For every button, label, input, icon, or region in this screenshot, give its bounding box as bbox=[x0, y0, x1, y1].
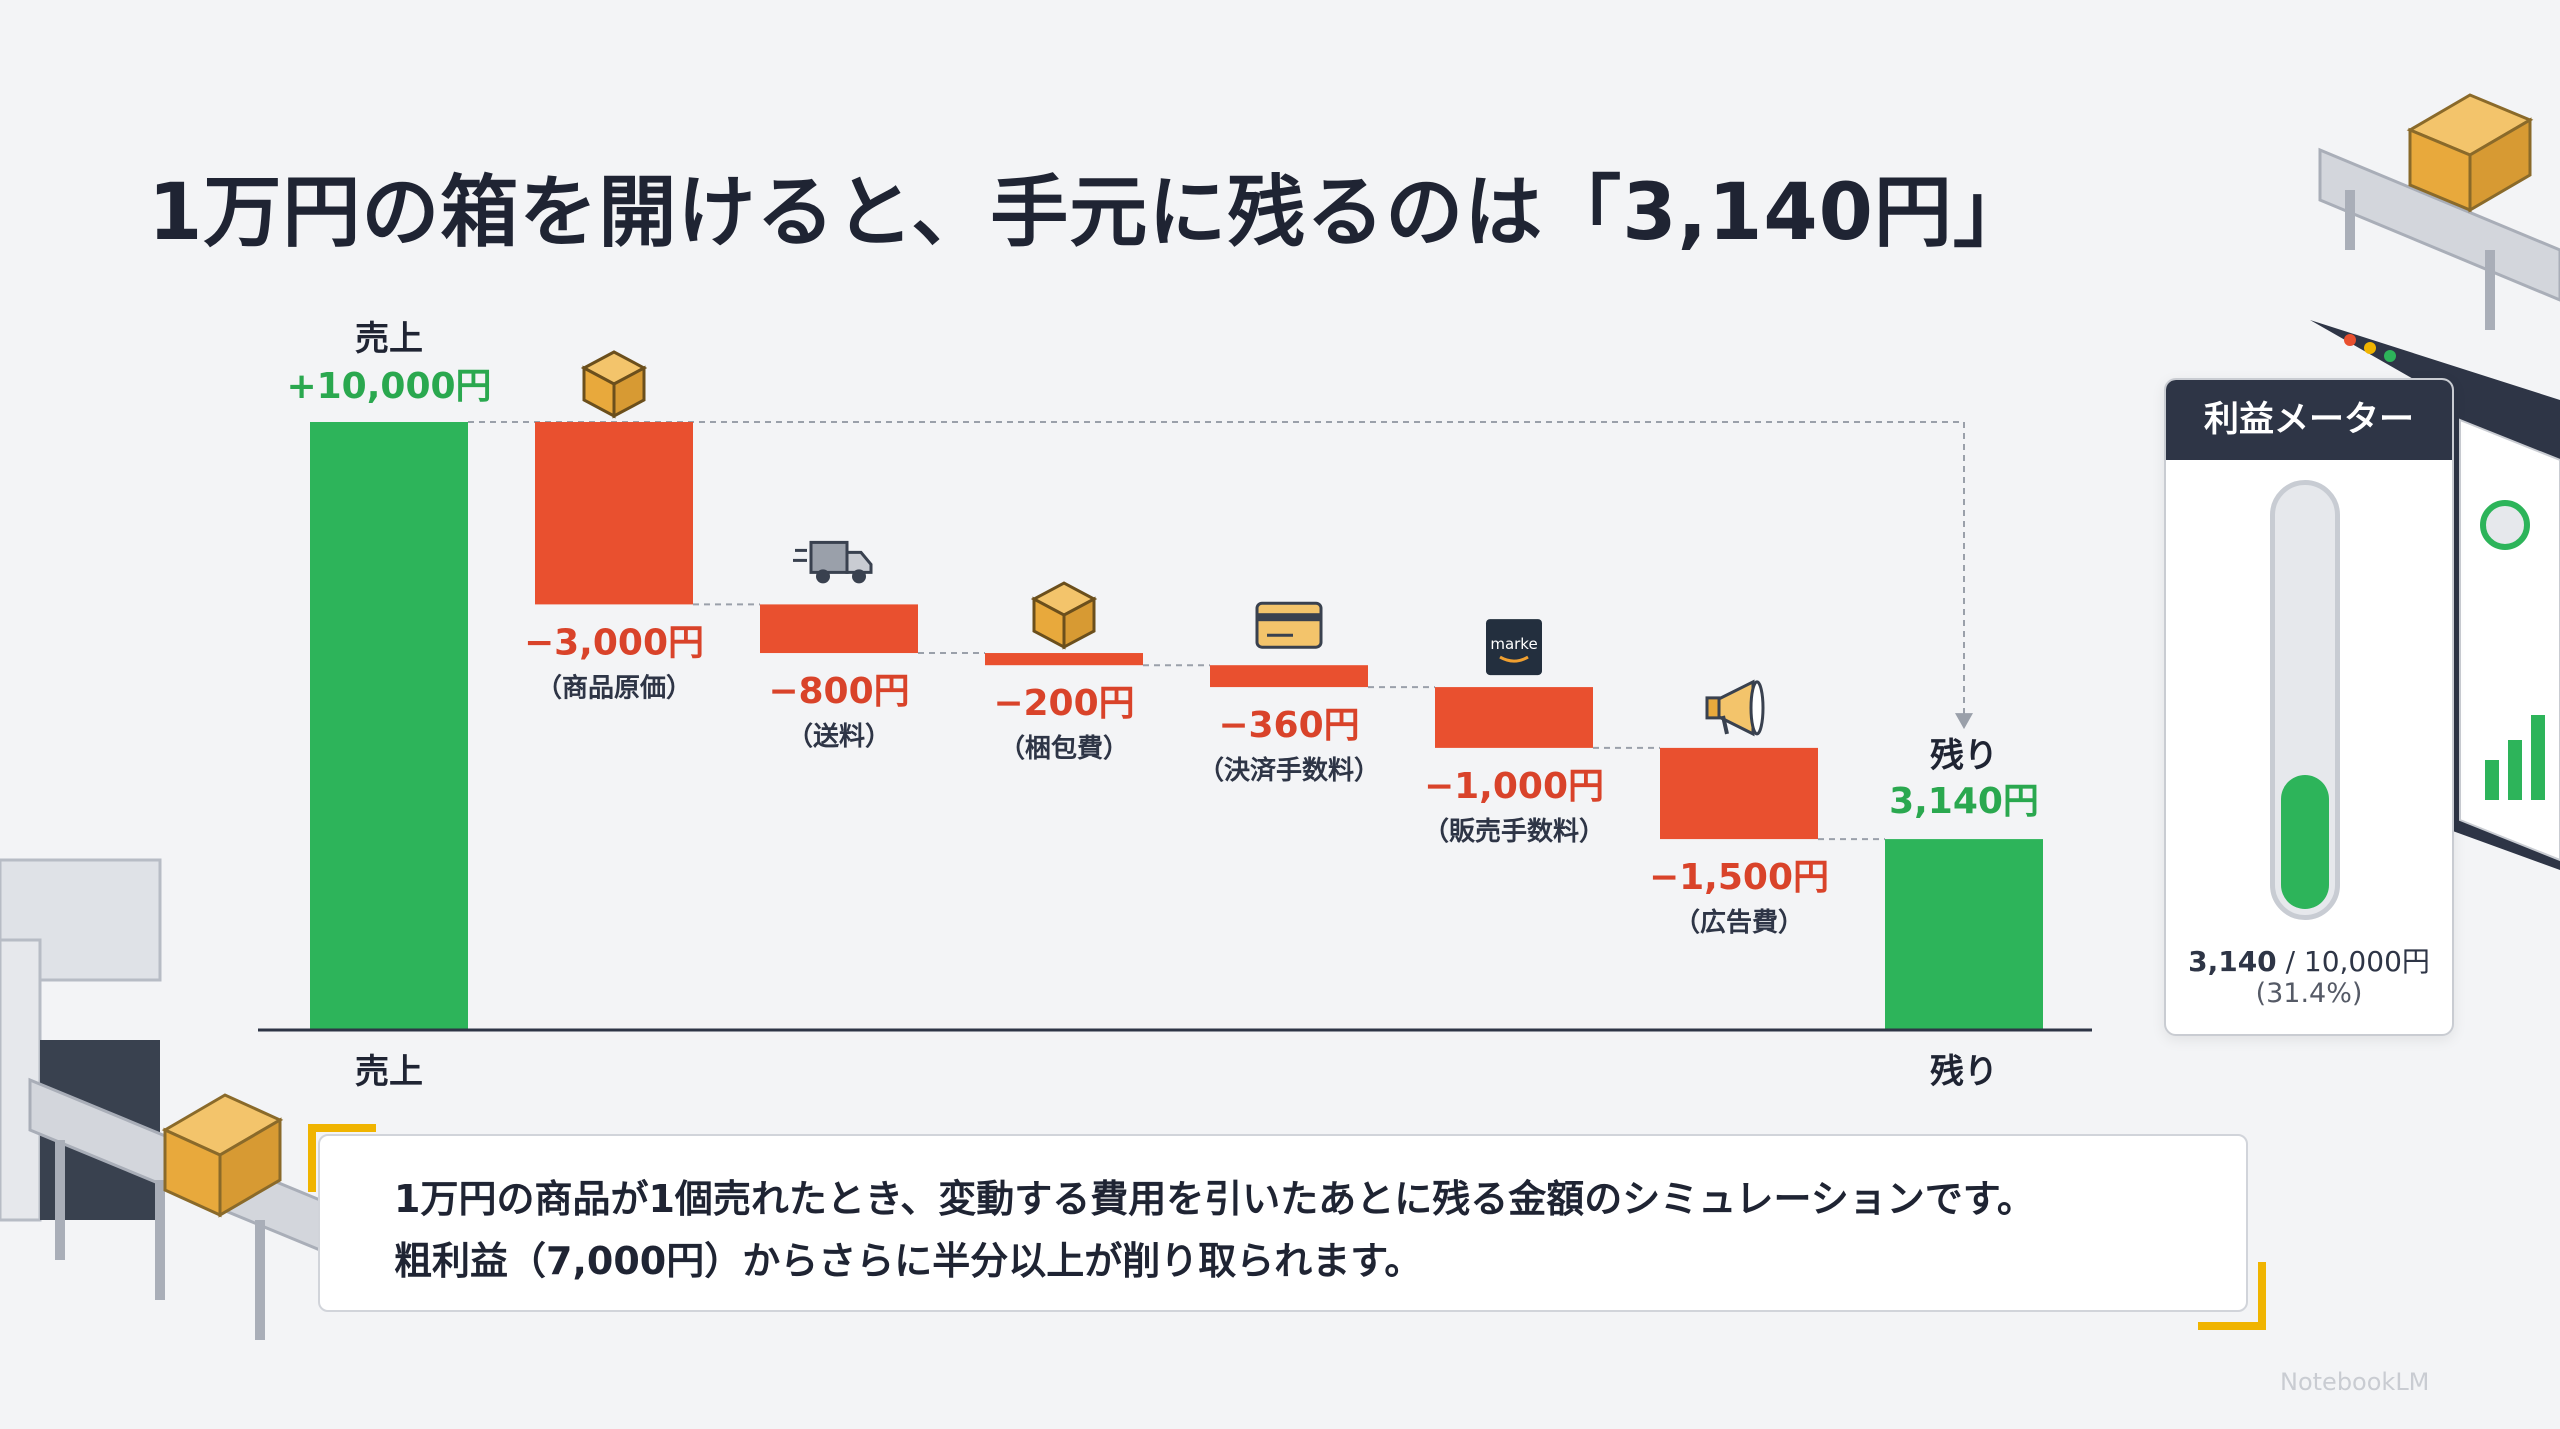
watermark: NotebookLM bbox=[2280, 1368, 2430, 1396]
step-value-label-5: −1,000円 bbox=[1424, 766, 1604, 807]
note-line-1: 1万円の商品が1個売れたとき、変動する費用を引いたあとに残る金額のシミュレーショ… bbox=[394, 1177, 2035, 1221]
package-icon bbox=[1030, 581, 1098, 650]
note-line-2: 粗利益（7,000円）からさらに半分以上が削り取られます。 bbox=[394, 1239, 1423, 1283]
total-arrow-line bbox=[468, 421, 1965, 722]
total-arrow-head bbox=[1955, 713, 1973, 730]
truck-wheel-front bbox=[852, 569, 866, 584]
card-body bbox=[1255, 601, 1323, 649]
bar-step-4 bbox=[1210, 665, 1368, 688]
start-name-label: 売上 bbox=[355, 319, 423, 359]
marketplace-icon: marke bbox=[1486, 619, 1542, 676]
credit-card-icon bbox=[1255, 601, 1323, 649]
start-axis-label: 売上 bbox=[355, 1052, 423, 1092]
profit-meter-value: 3,140 / 10,000円 bbox=[2166, 940, 2452, 980]
explanation-note: 1万円の商品が1個売れたとき、変動する費用を引いたあとに残る金額のシミュレーショ… bbox=[318, 1134, 2248, 1312]
megaphone-icon bbox=[1705, 679, 1765, 737]
megaphone-mouth bbox=[1749, 680, 1765, 736]
step-sub-label-2: （送料） bbox=[787, 722, 891, 752]
step-value-label-6: −1,500円 bbox=[1649, 857, 1829, 898]
card-stripe bbox=[1257, 613, 1321, 622]
bar-step-3 bbox=[985, 653, 1143, 666]
profit-meter-fill bbox=[2281, 775, 2329, 909]
profit-meter-max: / 10,000円 bbox=[2276, 945, 2430, 978]
bar-step-6 bbox=[1660, 747, 1818, 840]
profit-meter-percent: (31.4%) bbox=[2255, 978, 2363, 1009]
start-value-label: +10,000円 bbox=[286, 366, 491, 407]
profit-meter-card: 利益メーター 3,140 / 10,000円 (31.4%) bbox=[2164, 378, 2454, 1036]
step-sub-label-5: （販売手数料） bbox=[1423, 817, 1605, 847]
waterfall-icons: marke bbox=[580, 350, 1765, 737]
step-value-label-1: −3,000円 bbox=[524, 622, 704, 663]
marketplace-smile bbox=[1499, 655, 1529, 663]
step-value-label-4: −360円 bbox=[1218, 705, 1359, 746]
conveyor-right-illustration bbox=[2318, 93, 2560, 330]
page-title: 1万円の箱を開けると、手元に残るのは「3,140円」 bbox=[148, 168, 2032, 258]
megaphone-cone bbox=[1715, 679, 1755, 737]
package-icon-right bbox=[612, 365, 646, 419]
bar-end bbox=[1885, 839, 2043, 1030]
bar-step-1 bbox=[535, 422, 693, 605]
end-value-label: 3,140円 bbox=[1889, 781, 2039, 822]
profit-meter-current: 3,140 bbox=[2188, 945, 2277, 978]
step-value-label-3: −200円 bbox=[993, 683, 1134, 724]
end-name-label: 残り bbox=[1930, 736, 1998, 776]
truck-cargo bbox=[809, 540, 849, 574]
waterfall-connectors bbox=[468, 421, 1973, 841]
note-bracket-bottom-right bbox=[2198, 1262, 2266, 1330]
package-icon-right bbox=[1062, 596, 1096, 650]
step-sub-label-4: （決済手数料） bbox=[1198, 755, 1380, 786]
profit-meter-gauge bbox=[2270, 480, 2340, 920]
delivery-truck-icon bbox=[793, 540, 873, 584]
waterfall-bars bbox=[310, 422, 2043, 1030]
truck-wheel-rear bbox=[816, 569, 830, 584]
dashboard-illustration bbox=[2310, 320, 2560, 870]
truck-cab bbox=[845, 550, 873, 574]
marketplace-icon-text: marke bbox=[1490, 635, 1537, 653]
bar-step-5 bbox=[1435, 687, 1593, 748]
step-value-label-2: −800円 bbox=[768, 671, 909, 712]
megaphone-grip bbox=[1721, 715, 1729, 735]
note-bracket-top-left bbox=[308, 1124, 376, 1192]
bar-start bbox=[310, 422, 468, 1030]
conveyor-left-illustration bbox=[0, 858, 322, 1340]
step-sub-label-1: （商品原価） bbox=[536, 672, 692, 703]
megaphone-handle bbox=[1705, 696, 1721, 720]
profit-meter-title: 利益メーター bbox=[2166, 380, 2452, 460]
step-sub-label-3: （梱包費） bbox=[999, 733, 1129, 764]
package-icon bbox=[580, 350, 648, 419]
end-axis-label: 残り bbox=[1930, 1052, 1998, 1092]
step-sub-label-6: （広告費） bbox=[1674, 907, 1804, 938]
marketplace-badge bbox=[1486, 619, 1542, 676]
bar-step-2 bbox=[760, 604, 918, 654]
